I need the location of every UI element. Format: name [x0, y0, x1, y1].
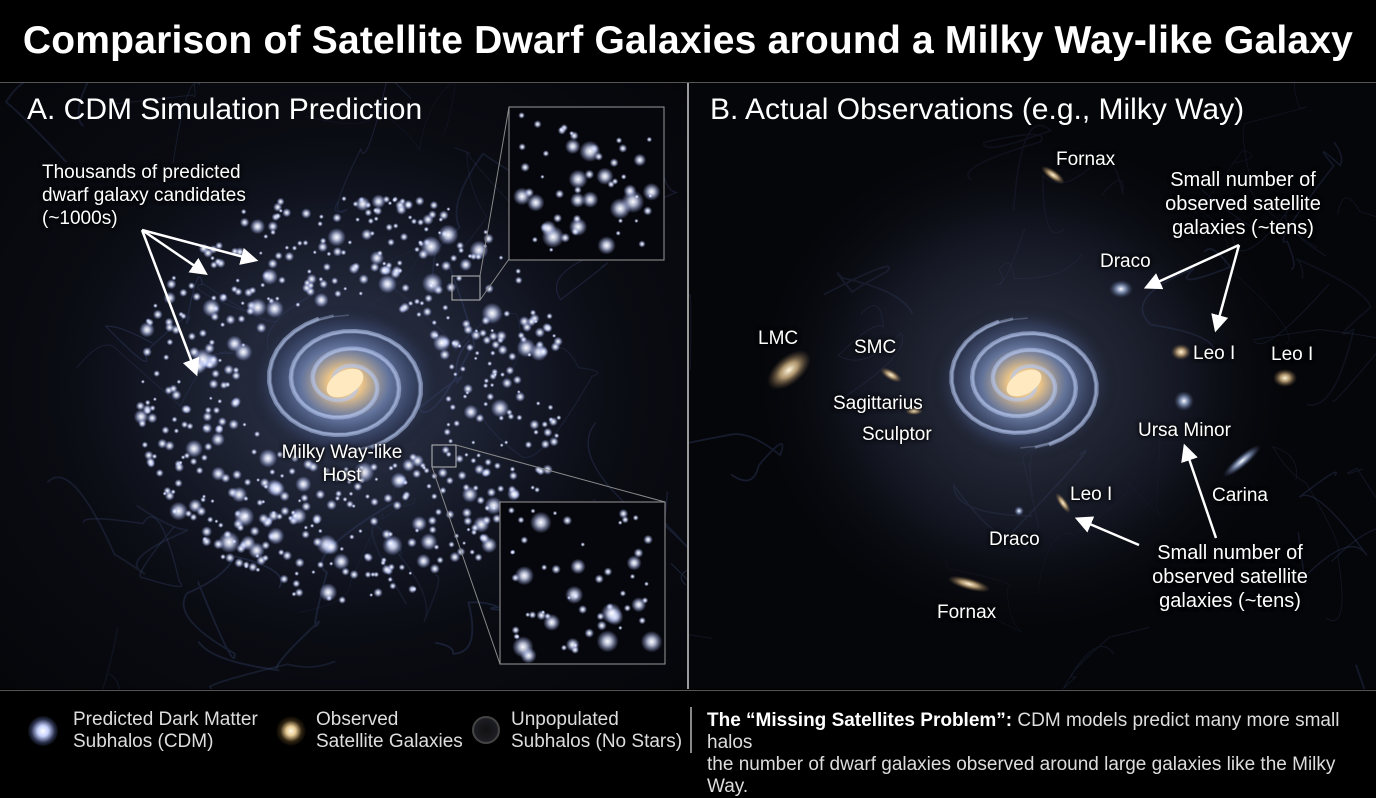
label-leo-i-lower: Leo I — [1070, 484, 1113, 505]
legend-unpopulated-subhalos: Unpopulated Subhalos (No Stars) — [511, 709, 683, 752]
observed-satellites — [767, 165, 1297, 593]
label-lmc: LMC — [758, 328, 799, 349]
zoom-box-top — [451, 106, 665, 301]
host-galaxy-label: Milky Way-like Host — [281, 442, 403, 486]
satellite-lmc — [767, 350, 811, 390]
satellite-leo-i-outer — [1273, 369, 1297, 387]
satellite-ursa-minor — [1174, 391, 1194, 411]
subhalo-legend-icon — [28, 716, 58, 746]
zoom-box-bottom — [431, 444, 666, 665]
panel-b-heading: B. Actual Observations (e.g., Milky Way) — [710, 93, 1245, 126]
legend-bar: Predicted Dark Matter Subhalos (CDM) Obs… — [0, 690, 1376, 797]
label-leo-i-outer: Leo I — [1271, 344, 1314, 365]
legend-observed-satellites: Observed Satellite Galaxies — [316, 709, 463, 752]
legend-divider — [690, 707, 692, 753]
note-small-number-bottom: Small number of observed satellite galax… — [1152, 542, 1308, 612]
annotation-arrows — [1074, 243, 1241, 547]
observations-illustration — [689, 83, 1376, 689]
satellite-fornax-lower — [947, 575, 991, 593]
problem-text-line1: CDM models predict many more small halos — [707, 710, 1340, 753]
label-sagittarius: Sagittarius — [833, 393, 923, 414]
milky-way-host-galaxy — [245, 303, 445, 463]
panel-a-heading: A. CDM Simulation Prediction — [27, 93, 423, 126]
satellite-carina — [1223, 444, 1261, 478]
milky-way-galaxy — [929, 303, 1119, 463]
main-title: Comparison of Satellite Dwarf Galaxies a… — [22, 19, 1354, 62]
subhalo-cloud — [133, 194, 563, 604]
satellite-fornax-top — [1041, 165, 1065, 185]
title-bar: Comparison of Satellite Dwarf Galaxies a… — [0, 0, 1376, 83]
label-carina: Carina — [1212, 485, 1268, 506]
label-fornax-lower: Fornax — [937, 602, 997, 623]
cdm-simulation-illustration — [0, 83, 687, 689]
label-draco-top: Draco — [1100, 251, 1151, 272]
note-small-number-top: Small number of observed satellite galax… — [1165, 169, 1321, 239]
predicted-candidates-annotation: Thousands of predicted dwarf galaxy cand… — [42, 162, 246, 229]
problem-text-line2: the number of dwarf galaxies observed ar… — [707, 754, 1336, 797]
legend-predicted-subhalos: Predicted Dark Matter Subhalos (CDM) — [73, 709, 258, 752]
unpopulated-subhalo-legend-icon — [472, 716, 500, 744]
satellite-leo-i-inner — [1171, 344, 1191, 360]
panel-cdm-simulation: A. CDM Simulation Prediction Thousands o… — [0, 83, 687, 689]
missing-satellites-explanation: The “Missing Satellites Problem”: CDM mo… — [707, 710, 1367, 798]
problem-heading: The “Missing Satellites Problem”: — [707, 710, 1013, 731]
satellite-leo-i-lower — [1055, 492, 1071, 514]
observed-satellite-legend-icon — [276, 716, 306, 746]
label-fornax-top: Fornax — [1056, 149, 1116, 170]
satellite-sagittarius — [905, 407, 923, 415]
label-smc: SMC — [854, 337, 897, 358]
annotation-arrows — [140, 228, 259, 377]
label-sculptor: Sculptor — [862, 424, 932, 445]
label-leo-i-inner: Leo I — [1193, 343, 1236, 364]
label-draco-lower: Draco — [989, 529, 1040, 550]
satellite-draco-lower — [1014, 506, 1024, 516]
label-ursa-minor: Ursa Minor — [1138, 420, 1231, 441]
panel-actual-observations: B. Actual Observations (e.g., Milky Way)… — [689, 83, 1376, 689]
panel-divider — [687, 83, 689, 689]
satellite-smc — [880, 367, 902, 383]
satellite-draco-top — [1109, 280, 1133, 298]
